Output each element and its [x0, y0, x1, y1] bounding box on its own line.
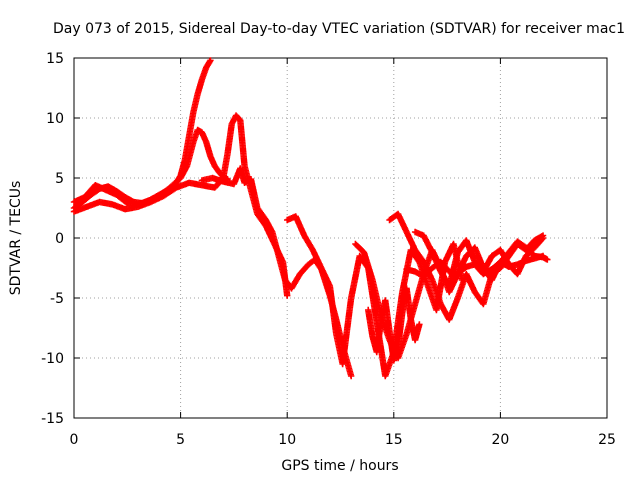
y-tick-label: 0 [55, 231, 64, 247]
y-axis-label: SDTVAR / TECUs [8, 181, 24, 296]
y-tick-label: -15 [41, 411, 64, 427]
x-tick-label: 15 [385, 432, 403, 448]
y-tick-label: 5 [55, 171, 64, 187]
x-axis-label: GPS time / hours [281, 458, 398, 474]
y-tick-label: -10 [41, 351, 64, 367]
data-point [538, 235, 546, 243]
axis-ticks: 0 5 10 15 20 25 -15 -10 -5 0 5 10 15 [41, 51, 616, 448]
data-point [207, 57, 214, 64]
x-tick-label: 20 [491, 432, 509, 448]
y-tick-label: 15 [46, 51, 64, 67]
x-tick-label: 0 [70, 432, 79, 448]
x-tick-label: 5 [176, 432, 185, 448]
data-point [347, 372, 355, 380]
data-point [284, 292, 291, 299]
y-tick-label: -5 [50, 291, 64, 307]
x-tick-label: 25 [598, 432, 616, 448]
data-point [416, 321, 423, 328]
grid-lines [74, 58, 607, 418]
data-marks [70, 57, 551, 380]
data-point [539, 252, 547, 260]
data-point [544, 256, 551, 263]
data-point [539, 234, 547, 242]
y-tick-label: 10 [46, 111, 64, 127]
chart-title: Day 073 of 2015, Sidereal Day-to-day VTE… [53, 21, 625, 37]
x-tick-label: 10 [278, 432, 296, 448]
